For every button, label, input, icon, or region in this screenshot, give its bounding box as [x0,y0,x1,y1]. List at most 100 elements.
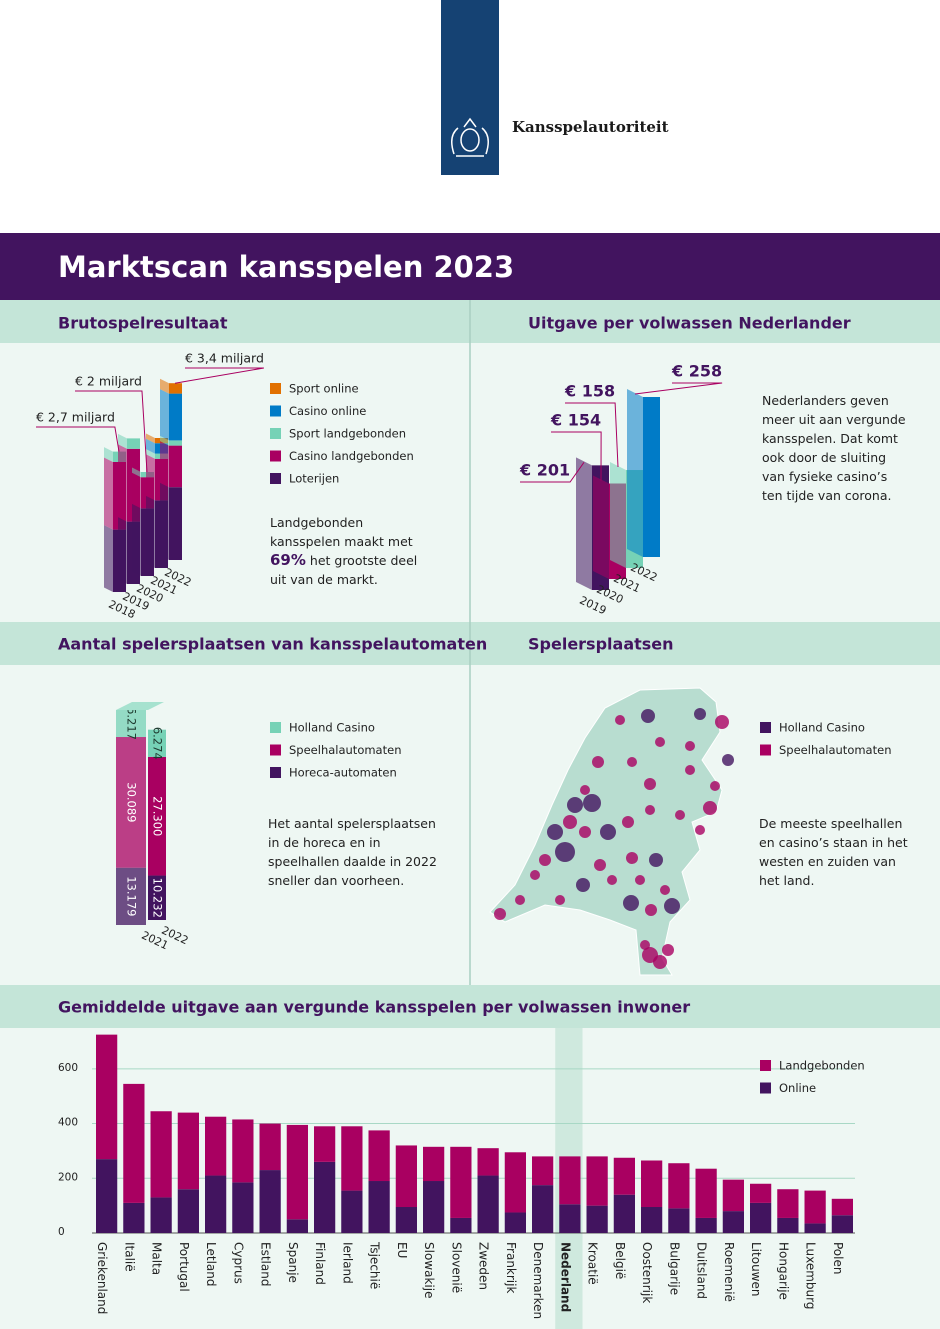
value-label: € 154 [550,411,601,430]
map-dot [576,878,590,892]
bar-side [160,389,169,441]
bar-segment [127,438,140,449]
bar [205,1175,227,1233]
map-dot [555,842,575,862]
map-dot [622,816,634,828]
annotation: € 2,7 miljard [36,410,115,425]
map-dot [664,898,680,914]
map-dot [627,757,637,767]
bar [423,1146,445,1182]
x-tick-label: Spanje [286,1242,300,1283]
legend-label: Landgebonden [779,1059,865,1073]
bar-side [146,449,155,459]
x-tick-label: Cyprus [231,1242,245,1284]
x-tick-label: Duitsland [695,1242,709,1299]
leader-line [520,462,585,483]
map-dot [580,785,590,795]
value-label: 13.179 [125,876,139,916]
bar [695,1217,717,1233]
legend-label: Loterijen [289,472,339,486]
legend-label: Holland Casino [779,721,865,735]
bar [259,1170,281,1233]
bar [395,1145,417,1208]
bar-side [132,467,141,478]
page-title: Marktscan kansspelen 2023 [58,250,514,284]
bar-side [146,454,155,501]
map-dot [655,737,665,747]
paragraph: Het aantal spelersplaatsen in de horeca … [268,816,437,888]
bar [477,1175,499,1233]
map-dot [685,741,695,751]
bar [804,1190,826,1224]
bar-segment [148,756,166,876]
bar-side [146,433,155,444]
legend-label: Online [779,1081,816,1095]
legend-label: Horeca-automaten [289,766,397,780]
bar-segment [148,729,166,757]
map-dot [515,895,525,905]
legend-swatch [270,383,281,394]
bar [504,1152,526,1213]
map-dot [703,801,717,815]
bar-side [610,462,626,568]
legend-label: Speelhalautomaten [289,743,401,757]
map-dot [695,825,705,835]
x-tick-label: Bulgarije [667,1242,681,1295]
legend-swatch [270,450,281,462]
x-tick-label: Luxemburg [804,1242,818,1309]
bar-side [104,447,113,462]
bar [695,1168,717,1218]
value-label: 10.232 [151,878,165,918]
legend-swatch [270,405,281,417]
map-dot [539,854,551,866]
bar-segment [148,875,166,920]
legend-swatch [760,744,771,756]
bar [123,1083,145,1203]
bar [232,1182,254,1233]
x-tick-label: Estland [259,1242,273,1286]
legend-swatch [270,767,281,778]
bar-side [104,457,113,530]
map-dot [563,815,577,829]
value-label: € 158 [564,382,615,401]
x-tick-label: Griekenland [95,1242,109,1314]
bar [450,1217,472,1233]
bar [750,1202,772,1233]
bar [123,1202,145,1233]
paragraph: Landgebonden kansspelen maakt met 69% he… [270,513,435,589]
bar [641,1207,663,1233]
bar [96,1034,118,1160]
map-dot [583,794,601,812]
map-dot [592,756,604,768]
bar-side [160,378,169,394]
bar-side [160,441,169,488]
x-tick-label: Zweden [477,1242,491,1290]
bar-side [146,438,155,454]
x-tick-label: EU [395,1242,409,1258]
bar [722,1211,744,1233]
bar [395,1207,417,1233]
section-title: Aantal spelersplaatsen van kansspelautom… [58,635,487,654]
bar [177,1112,199,1190]
y-tick-label: 600 [58,1062,78,1074]
bar [477,1148,499,1176]
legend-label: Holland Casino [289,721,375,735]
x-tick-label: Letland [204,1242,218,1286]
map-dot [600,824,616,840]
bar [286,1124,308,1220]
map-dot [626,852,638,864]
highlight: 69% [270,551,306,569]
y-tick-label: 200 [58,1171,78,1183]
bar [668,1208,690,1233]
bar-segment [116,710,146,738]
section-title: Gemiddelde uitgave aan vergunde kansspel… [58,998,690,1017]
map-dot [722,754,734,766]
legend-swatch [760,722,771,733]
bar [668,1163,690,1209]
map-dot [660,885,670,895]
x-tick-label: Denemarken [531,1242,545,1319]
x-tick-label: Oostenrijk [640,1242,654,1303]
x-tick-label: Italië [122,1242,136,1272]
bar-side [132,472,141,509]
bar [831,1198,853,1216]
